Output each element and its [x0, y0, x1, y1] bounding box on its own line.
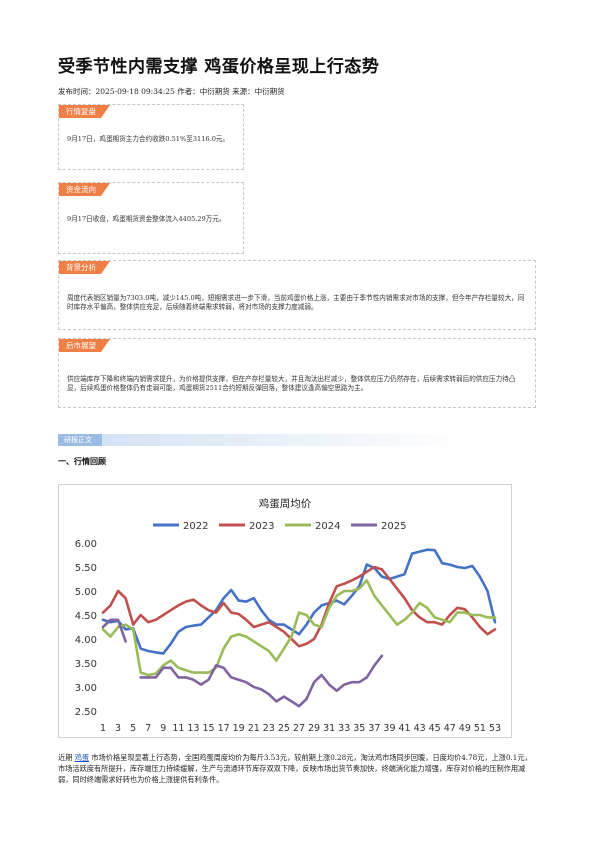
y-tick-label: 3.00 — [75, 683, 97, 694]
series-line-2022 — [101, 548, 497, 655]
x-tick-label: 45 — [429, 723, 441, 734]
panel-heading: 后市展望 — [59, 339, 110, 352]
x-tick-label: 35 — [353, 723, 365, 734]
x-tick-label: 5 — [130, 723, 136, 734]
x-tick-label: 9 — [160, 723, 166, 734]
x-tick-label: 37 — [368, 723, 380, 734]
legend-label-2023: 2023 — [249, 521, 274, 532]
section-subhead: 一、行情回顾 — [58, 456, 106, 466]
series-line-2024 — [101, 579, 497, 677]
x-tick-label: 47 — [444, 723, 456, 734]
x-tick-label: 3 — [115, 723, 121, 734]
x-tick-label: 25 — [278, 723, 290, 734]
article-meta: 发布时间：2025-09-18 09:34:25 作者：中衍期货 来源：中衍期货 — [58, 87, 285, 96]
y-tick-label: 5.00 — [75, 587, 97, 598]
legend-label-2022: 2022 — [183, 521, 208, 532]
panel-heading: 行情复盘 — [59, 105, 110, 118]
panel-outlook: 后市展望 供应端库存下降和终端内销需求提升，为价格提供支撑，但在产存栏量较大，并… — [58, 338, 536, 408]
chart-canvas: 鸡蛋周均价 2022 2023 2024 2025 6.00 5.50 5.00 4.50 4.0… — [75, 497, 501, 734]
panel-heading: 背景分析 — [59, 261, 110, 274]
body-paragraph: 近期 鸡蛋 市场价格呈现显著上行态势，全国鸡蛋周度均价为每斤3.53元，较前期上… — [58, 752, 534, 785]
legend-label-2024: 2024 — [315, 521, 340, 532]
egg-price-chart: 鸡蛋周均价 2022 2023 2024 2025 6.00 5.50 5.00 4.50 4.0… — [58, 484, 512, 738]
x-tick-label: 31 — [323, 723, 335, 734]
y-tick-label: 5.50 — [75, 563, 97, 574]
x-tick-label: 17 — [218, 723, 230, 734]
article-title: 受季节性内需支撑 鸡蛋价格呈现上行态势 — [58, 57, 380, 77]
y-tick-label: 4.50 — [75, 611, 97, 622]
x-tick-label: 53 — [489, 723, 501, 734]
x-tick-label: 49 — [459, 723, 471, 734]
x-tick-label: 15 — [202, 723, 214, 734]
y-tick-label: 3.50 — [75, 659, 97, 670]
x-tick-label: 7 — [145, 723, 151, 734]
x-tick-label: 13 — [187, 723, 199, 734]
x-tick-label: 43 — [414, 723, 426, 734]
x-tick-label: 27 — [293, 723, 305, 734]
egg-link[interactable]: 鸡蛋 — [74, 753, 90, 762]
panel-market-review: 行情复盘 9月17日，鸡蛋期货主力合约收跌0.51%至3116.0元。 — [58, 104, 244, 170]
panel-text: 供应端库存下降和终端内销需求提升，为价格提供支撑，但在产存栏量较大，并且淘汰出栏… — [67, 375, 516, 392]
x-tick-label: 41 — [398, 723, 410, 734]
section-tag-bar: 研报正文 — [58, 434, 468, 446]
x-tick-label: 23 — [263, 723, 275, 734]
x-tick-label: 33 — [338, 723, 350, 734]
x-tick-label: 39 — [383, 723, 395, 734]
panel-text: 9月17日收盘，鸡蛋期货资金整体流入4405.29万元。 — [67, 215, 226, 223]
panel-text: 9月17日，鸡蛋期货主力合约收跌0.51%至3116.0元。 — [67, 135, 230, 143]
body-text-pre: 近期 — [58, 753, 73, 762]
y-tick-label: 6.00 — [75, 539, 97, 550]
x-tick-label: 29 — [308, 723, 320, 734]
x-tick-label: 51 — [474, 723, 486, 734]
x-tick-label: 19 — [233, 723, 245, 734]
y-tick-label: 2.50 — [75, 707, 97, 718]
chart-title: 鸡蛋周均价 — [259, 497, 312, 510]
x-tick-label: 1 — [100, 723, 106, 734]
panel-heading: 资金流向 — [59, 183, 110, 196]
x-tick-label: 21 — [248, 723, 260, 734]
legend-label-2025: 2025 — [381, 521, 406, 532]
section-tag-label: 研报正文 — [58, 434, 102, 446]
series-line-2023 — [101, 565, 497, 648]
panel-text: 周度代表销区销量为7303.0吨，减少145.0吨，短期需求进一步下滑，当前鸡蛋… — [67, 294, 525, 311]
x-tick-label: 11 — [172, 723, 184, 734]
panel-background-analysis: 背景分析 周度代表销区销量为7303.0吨，减少145.0吨，短期需求进一步下滑… — [58, 260, 536, 330]
y-tick-label: 4.00 — [75, 635, 97, 646]
series-line-2025 — [101, 618, 384, 708]
body-text-post: 市场价格呈现显著上行态势，全国鸡蛋周度均价为每斤3.53元，较前期上涨0.28元… — [58, 753, 532, 784]
panel-fund-flow: 资金流向 9月17日收盘，鸡蛋期货资金整体流入4405.29万元。 — [58, 182, 244, 254]
